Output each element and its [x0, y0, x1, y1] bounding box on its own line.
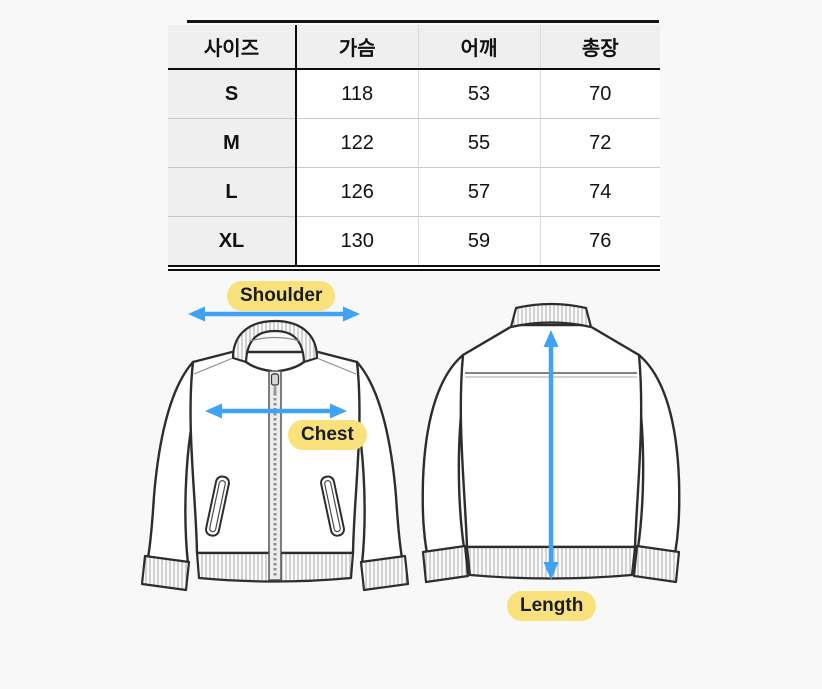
header-row: 사이즈 가슴 어깨 총장 — [168, 25, 660, 70]
jacket-measurement-diagram — [140, 302, 681, 592]
zipper-slider — [270, 373, 280, 386]
shoulder-value: 53 — [417, 69, 540, 119]
header-shoulder: 어깨 — [417, 25, 540, 70]
zipper-pull — [273, 386, 277, 394]
length-value: 76 — [539, 216, 660, 265]
front-shoulder-seams — [193, 355, 357, 375]
length-label: Length — [507, 591, 597, 621]
back-left-sleeve — [421, 353, 470, 556]
chest-value: 122 — [296, 118, 418, 168]
table-bottom-border — [168, 265, 660, 271]
chest-value: 130 — [296, 216, 418, 265]
chest-value: 118 — [296, 69, 418, 119]
table-row-l: L 126 57 74 — [168, 167, 660, 217]
back-collar — [509, 302, 593, 329]
back-left-cuff — [421, 544, 470, 584]
header-total-length: 총장 — [539, 25, 660, 70]
chest-label: Chest — [288, 420, 367, 450]
size-label: M — [168, 118, 297, 168]
front-jacket-illustration — [140, 306, 410, 592]
front-left-sleeve — [146, 360, 205, 566]
front-collar — [231, 319, 319, 364]
table-row-s: S 118 53 70 — [168, 69, 660, 119]
chest-value: 126 — [296, 167, 418, 217]
shoulder-value: 57 — [417, 167, 540, 217]
header-chest: 가슴 — [296, 25, 418, 70]
chest-arrow — [205, 403, 347, 419]
size-label: S — [168, 69, 297, 119]
back-jacket-illustration — [421, 302, 681, 584]
size-chart: 사이즈 가슴 어깨 총장 S 118 53 70 M 122 55 72 — [168, 20, 660, 271]
length-arrow — [543, 330, 559, 580]
length-value: 70 — [539, 69, 660, 119]
table-top-border — [187, 20, 659, 23]
front-left-cuff — [140, 554, 191, 592]
front-right-pocket — [320, 475, 345, 537]
back-right-cuff — [632, 544, 681, 584]
header-size: 사이즈 — [168, 25, 297, 70]
length-value: 74 — [539, 167, 660, 217]
front-right-sleeve — [345, 360, 404, 566]
shoulder-arrow — [188, 306, 360, 322]
front-right-cuff — [359, 554, 410, 592]
size-label: L — [168, 167, 297, 217]
size-chart-table: 사이즈 가슴 어깨 총장 S 118 53 70 M 122 55 72 — [168, 25, 660, 265]
shoulder-value: 55 — [417, 118, 540, 168]
front-left-pocket — [205, 475, 230, 537]
shoulder-label: Shoulder — [227, 281, 336, 311]
front-zipper — [268, 370, 282, 581]
table-row-m: M 122 55 72 — [168, 118, 660, 168]
back-right-sleeve — [632, 353, 681, 556]
table-row-xl: XL 130 59 76 — [168, 216, 660, 265]
length-value: 72 — [539, 118, 660, 168]
front-back-neck-line — [249, 336, 301, 342]
shoulder-value: 59 — [417, 216, 540, 265]
size-label: XL — [168, 216, 297, 265]
